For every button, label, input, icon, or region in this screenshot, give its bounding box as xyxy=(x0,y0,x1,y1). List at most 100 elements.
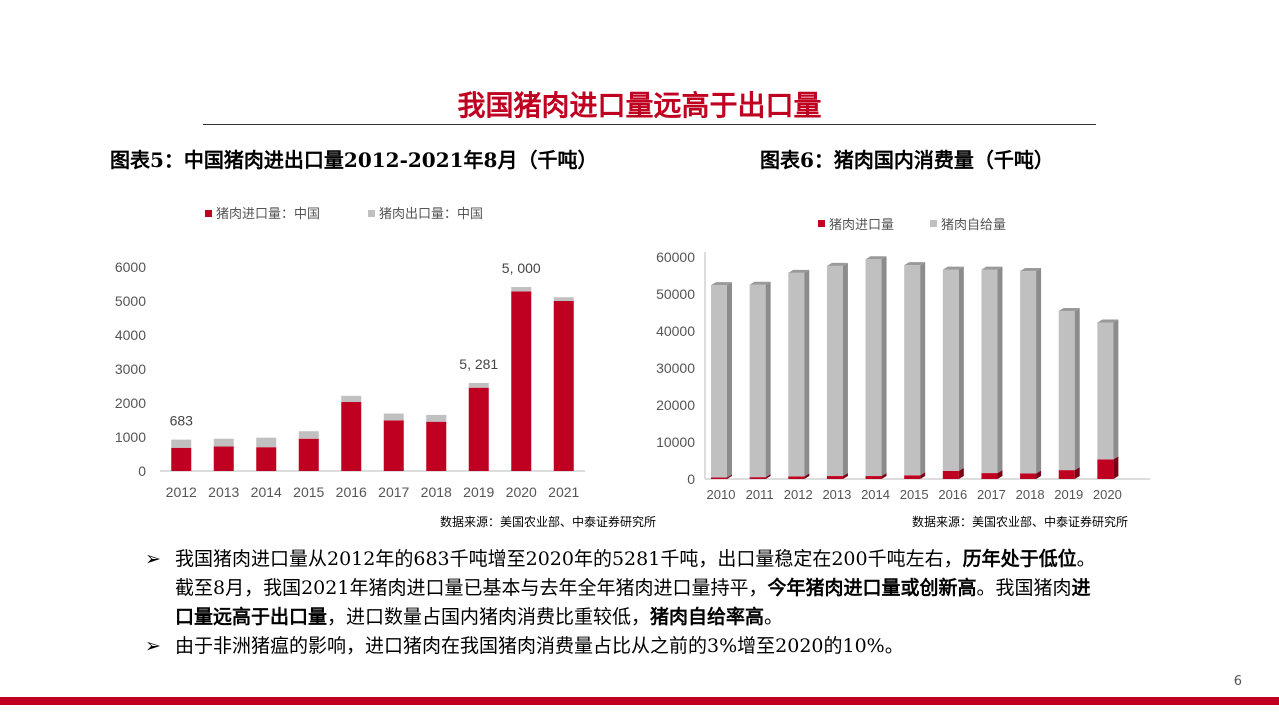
legend-label-1: 猪肉出口量：中国 xyxy=(379,207,483,222)
bullet-item: ➢ 我国猪肉进口量从2012年的683千吨增至2020年的5281千吨，出口量稳定… xyxy=(145,545,1105,632)
bar-import-2018 xyxy=(1020,473,1037,479)
bullet-text: 我国猪肉进口量从2012年的683千吨增至2020年的5281千吨，出口量稳定在… xyxy=(175,545,1105,632)
bar-import-2021 xyxy=(553,301,574,471)
y-tick-label: 40000 xyxy=(656,323,695,339)
bar-selfsupply-2014 xyxy=(865,259,882,477)
bullet-emphasis: 进口量远高于出口量 xyxy=(175,577,1091,628)
bar-selfsupply-2011 xyxy=(749,284,766,478)
bar-top-2016 xyxy=(942,266,964,270)
bar-top-2015 xyxy=(904,262,926,266)
y-tick-label: 6000 xyxy=(115,259,146,275)
bullet-arrow-icon: ➢ xyxy=(145,635,161,657)
y-tick-label: 0 xyxy=(138,463,146,479)
bar-top-2019 xyxy=(1058,308,1080,312)
bar-top-2020 xyxy=(1097,319,1119,323)
bar-top-2012 xyxy=(788,269,810,273)
y-tick-label: 2000 xyxy=(115,395,146,411)
bar-top-2010 xyxy=(711,282,732,286)
bar-side-selfsupply-2011 xyxy=(765,281,771,478)
bar-selfsupply-2013 xyxy=(826,265,843,477)
bar-import-2013 xyxy=(826,476,843,479)
chart1-source: 数据来源：美国农业部、中泰证券研究所 xyxy=(440,515,657,529)
title-divider xyxy=(203,124,1096,125)
bar-side-selfsupply-2013 xyxy=(842,262,848,477)
bar-side-import-2012 xyxy=(804,473,810,479)
bar-side-selfsupply-2018 xyxy=(1036,268,1042,474)
bar-selfsupply-2017 xyxy=(981,269,998,474)
bullet-segment: 。我国猪肉 xyxy=(976,577,1072,599)
bar-export-2016 xyxy=(341,395,362,402)
data-label-2019: 5, 281 xyxy=(459,356,498,372)
bar-import-2018 xyxy=(426,421,447,471)
bar-selfsupply-2010 xyxy=(711,285,727,478)
bullet-text: 由于非洲猪瘟的影响，进口猪肉在我国猪肉消费量占比从之前的3%增至2020的10%… xyxy=(175,632,1105,661)
x-tick-label: 2019 xyxy=(1054,487,1083,502)
bar-side-selfsupply-2016 xyxy=(958,266,964,471)
bar-export-2013 xyxy=(213,438,234,447)
bar-side-selfsupply-2019 xyxy=(1074,308,1080,471)
bullet-emphasis: 今年猪肉进口量或创新高 xyxy=(767,577,977,599)
x-tick-label: 2016 xyxy=(938,487,967,502)
bar-import-2011 xyxy=(749,477,766,479)
legend-label-0: 猪肉进口量：中国 xyxy=(216,207,320,222)
x-tick-label: 2014 xyxy=(861,487,890,502)
bar-export-2017 xyxy=(383,413,404,421)
bar-export-2019 xyxy=(468,382,489,388)
bar-side-selfsupply-2010 xyxy=(727,282,732,478)
x-tick-label: 2019 xyxy=(463,484,494,500)
bar-import-2015 xyxy=(904,475,921,479)
import-export-chart: 猪肉进口量：中国 猪肉出口量：中国 0 1000 2000 3000 4000 5000 600… xyxy=(115,207,585,500)
y-tick-label: 20000 xyxy=(656,397,695,413)
bullet-item: ➢ 由于非洲猪瘟的影响，进口猪肉在我国猪肉消费量占比从之前的3%增至2020的10… xyxy=(145,632,1105,661)
bar-side-import-2019 xyxy=(1074,467,1080,479)
bar-side-import-2018 xyxy=(1036,470,1042,479)
bar-selfsupply-2019 xyxy=(1058,311,1075,471)
bullet-segment: 由于非洲猪瘟的影响，进口猪肉在我国猪肉消费量占比从之前的3%增至2020的10%… xyxy=(175,635,904,657)
page-number: 6 xyxy=(1233,674,1242,689)
legend-swatch-0 xyxy=(205,210,212,217)
bar-top-2018 xyxy=(1020,268,1042,272)
bar-import-2010 xyxy=(711,477,727,479)
y-tick-label: 1000 xyxy=(115,429,146,445)
bottom-accent-bar xyxy=(0,697,1279,705)
y-tick-label: 0 xyxy=(687,471,695,487)
bar-side-import-2017 xyxy=(997,470,1003,479)
chart2-source: 数据来源：美国农业部、中泰证券研究所 xyxy=(912,515,1129,529)
y-tick-label: 10000 xyxy=(656,434,695,450)
bar-side-selfsupply-2012 xyxy=(804,269,810,477)
bar-selfsupply-2015 xyxy=(904,265,921,476)
bar-side-import-2016 xyxy=(958,467,964,479)
x-tick-label: 2018 xyxy=(1016,487,1045,502)
chart1-title: 图表5：中国猪肉进出口量2012-2021年8月（千吨） xyxy=(110,148,598,172)
x-tick-label: 2014 xyxy=(251,484,282,500)
chart2-title: 图表6：猪肉国内消费量（千吨） xyxy=(760,148,1054,172)
bar-import-2016 xyxy=(942,470,959,479)
x-tick-label: 2020 xyxy=(506,484,537,500)
bar-top-2013 xyxy=(826,262,848,266)
bar-side-import-2011 xyxy=(765,474,771,479)
bar-selfsupply-2012 xyxy=(788,272,805,477)
bar-selfsupply-2020 xyxy=(1097,322,1114,460)
bullet-emphasis: 猪肉自给率高 xyxy=(650,606,765,628)
bar-top-2017 xyxy=(981,266,1003,270)
bar-export-2018 xyxy=(426,414,447,422)
bullet-arrow-icon: ➢ xyxy=(145,548,161,570)
x-tick-label: 2018 xyxy=(421,484,452,500)
bar-export-2020 xyxy=(511,287,532,292)
x-tick-label: 2011 xyxy=(746,487,774,502)
bar-top-2014 xyxy=(865,256,887,260)
bar-selfsupply-2018 xyxy=(1020,271,1037,474)
bar-import-2014 xyxy=(865,476,882,479)
y-tick-label: 3000 xyxy=(115,361,146,377)
bar-export-2021 xyxy=(553,297,574,301)
x-tick-label: 2017 xyxy=(378,484,409,500)
bar-export-2015 xyxy=(298,431,319,439)
bullet-emphasis: 历年处于低位 xyxy=(962,548,1077,570)
x-tick-label: 2013 xyxy=(208,484,239,500)
bar-side-selfsupply-2014 xyxy=(881,256,887,477)
bar-top-2011 xyxy=(749,281,771,285)
x-tick-label: 2013 xyxy=(822,487,851,502)
bar-side-import-2020 xyxy=(1113,456,1119,479)
legend-swatch-1 xyxy=(368,210,375,217)
x-tick-label: 2010 xyxy=(707,487,736,502)
